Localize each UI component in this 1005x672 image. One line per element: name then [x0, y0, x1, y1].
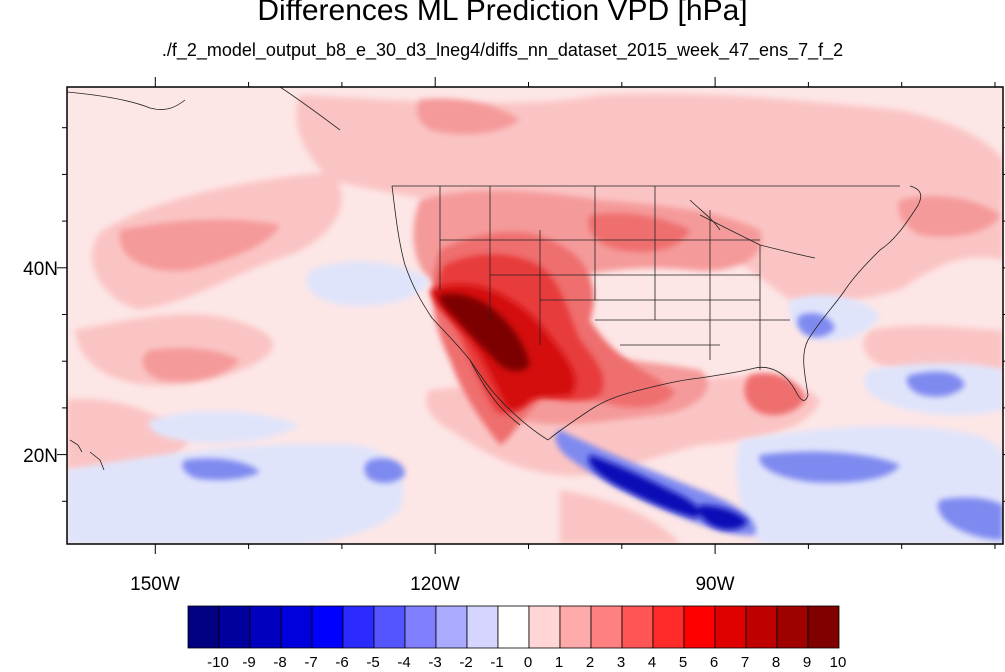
colorbar-swatch — [621, 605, 654, 649]
colorbar — [187, 605, 840, 649]
y-tick-40n: 40N — [23, 259, 58, 280]
colorbar-swatch — [404, 605, 437, 649]
colorbar-label: 2 — [586, 654, 594, 671]
colorbar-label: 1 — [555, 654, 563, 671]
colorbar-swatch — [342, 605, 375, 649]
colorbar-label: 8 — [772, 654, 780, 671]
colorbar-label: -6 — [335, 654, 348, 671]
x-tick-90w: 90W — [695, 574, 734, 595]
colorbar-label: 9 — [803, 654, 811, 671]
colorbar-swatch — [652, 605, 685, 649]
colorbar-swatch — [807, 605, 840, 649]
colorbar-swatch — [714, 605, 747, 649]
colorbar-swatch — [776, 605, 809, 649]
colorbar-swatch — [466, 605, 499, 649]
colorbar-swatch — [745, 605, 778, 649]
colorbar-swatch — [218, 605, 251, 649]
colorbar-label: -7 — [304, 654, 317, 671]
colorbar-label: 4 — [648, 654, 656, 671]
colorbar-label: -4 — [397, 654, 410, 671]
colorbar-label: -10 — [207, 654, 229, 671]
colorbar-label: 10 — [830, 654, 847, 671]
colorbar-swatch — [280, 605, 313, 649]
colorbar-swatch — [249, 605, 282, 649]
colorbar-label: 5 — [679, 654, 687, 671]
colorbar-label: -1 — [490, 654, 503, 671]
colorbar-swatch — [435, 605, 468, 649]
colorbar-labels: -10 -9 -8 -7 -6 -5 -4 -3 -2 -1 0 1 2 3 4… — [207, 654, 846, 671]
colorbar-label: -9 — [242, 654, 255, 671]
map-frame — [66, 86, 1004, 545]
y-tick-20n: 20N — [23, 446, 58, 467]
positive-maroon-core — [439, 293, 530, 372]
colorbar-label: 6 — [710, 654, 718, 671]
vpd-difference-field — [67, 87, 1003, 544]
colorbar-swatch — [590, 605, 623, 649]
plot-title: Differences ML Prediction VPD [hPa] — [257, 0, 748, 27]
colorbar-swatch — [311, 605, 344, 649]
colorbar-swatch — [373, 605, 406, 649]
x-tick-120w: 120W — [410, 574, 460, 595]
political-boundaries — [67, 87, 922, 471]
positive-medium-patches — [119, 98, 1000, 425]
colorbar-label: -8 — [273, 654, 286, 671]
colorbar-swatch — [559, 605, 592, 649]
colorbar-swatch — [528, 605, 561, 649]
colorbar-label: 7 — [741, 654, 749, 671]
colorbar-swatch — [683, 605, 716, 649]
negative-strong-patches — [588, 455, 748, 530]
colorbar-label: 3 — [617, 654, 625, 671]
colorbar-label: -3 — [428, 654, 441, 671]
colorbar-label: -2 — [459, 654, 472, 671]
colorbar-swatch — [187, 605, 220, 649]
colorbar-label: -5 — [366, 654, 379, 671]
x-tick-150w: 150W — [130, 574, 180, 595]
colorbar-swatch — [497, 605, 530, 649]
plot-subtitle: ./f_2_model_output_b8_e_30_d3_lneg4/diff… — [161, 40, 844, 60]
colorbar-label: 0 — [524, 654, 532, 671]
